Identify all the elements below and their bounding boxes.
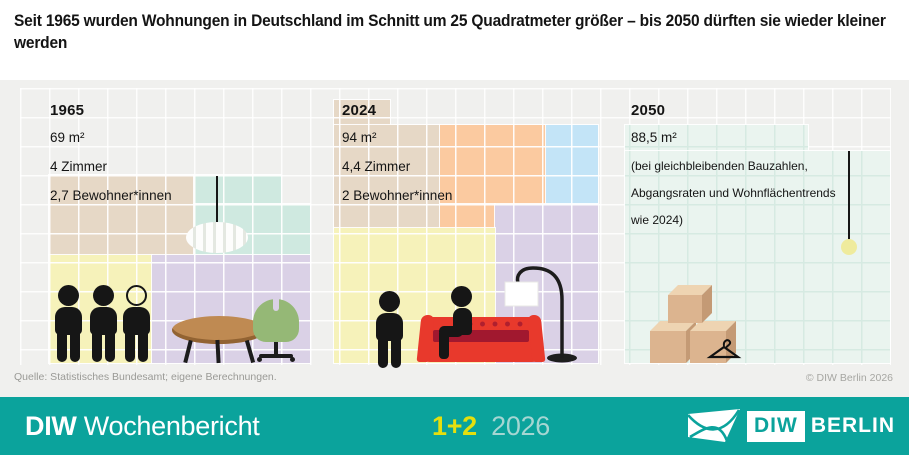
page-title: Seit 1965 wurden Wohnungen in Deutschlan… (14, 12, 886, 52)
room-2024-blue (545, 124, 599, 205)
person-sitting-icon (437, 286, 475, 361)
floor-lamp-icon (504, 266, 577, 363)
panel-2050-note-line1: (bei gleichbleibenden Bauzahlen, (631, 159, 808, 173)
person-icon (54, 285, 83, 362)
person-icon (89, 285, 118, 362)
panel-2050-note-line3: wie 2024) (631, 213, 684, 227)
panel-1965-rooms: 4 Zimmer (50, 159, 107, 174)
panel-1965-area: 69 m² (50, 130, 85, 145)
illustration-area: 1965 69 m² 4 Zimmer 2,7 Bewohner*innen 2… (0, 80, 909, 397)
armchair-icon (251, 298, 301, 362)
room-2024-tan (333, 124, 441, 229)
room-1965-mint-upper (193, 174, 282, 205)
publication-name: Wochenbericht (83, 410, 260, 441)
room-2050-mint-main (624, 150, 891, 364)
room-2024-orange (439, 124, 547, 205)
person-head (58, 285, 79, 306)
person-torso (376, 313, 403, 341)
source-note: Quelle: Statistisches Bundesamt; eigene … (14, 371, 277, 383)
header: Seit 1965 wurden Wohnungen in Deutschlan… (0, 0, 909, 80)
panel-1965-occupants: 2,7 Bewohner*innen (50, 188, 172, 203)
person-partial-icon (122, 285, 151, 362)
pendant-lamp-icon (186, 222, 248, 253)
panel-2024-year: 2024 (342, 102, 377, 119)
person-torso (90, 307, 117, 335)
issue-number: 1+2 2026 (432, 411, 550, 442)
drop-light-cord-icon (848, 151, 850, 241)
issue-no: 1+2 (432, 410, 477, 441)
person-icon (375, 291, 404, 368)
room-2050-mint-top (624, 124, 809, 152)
pendant-lamp-cord-icon (216, 176, 218, 224)
person-head (379, 291, 400, 312)
person-outlined-head (126, 285, 147, 306)
panel-2024-rooms: 4,4 Zimmer (342, 159, 411, 174)
diw-logo-mark-icon (687, 409, 741, 442)
panel-2024-area: 94 m² (342, 130, 377, 145)
floor-lamp-shade (504, 281, 539, 307)
coffee-table-icon (172, 316, 266, 364)
person-head (93, 285, 114, 306)
panel-2050-year: 2050 (631, 102, 666, 119)
panel-1965-year: 1965 (50, 102, 85, 119)
room-2024-orange-notch (439, 203, 496, 229)
box-bottom-left (650, 321, 696, 363)
panel-2024-occupants: 2 Bewohner*innen (342, 188, 453, 203)
issue-year: 2026 (491, 410, 550, 441)
room-1965-tan (48, 174, 195, 256)
publication-title: DIW Wochenbericht (25, 411, 260, 442)
clothes-hanger-icon (706, 339, 742, 359)
logo-diw-text: DIW (747, 410, 805, 442)
drop-light-bulb-icon (841, 239, 857, 255)
person-torso (123, 307, 150, 335)
copyright-note: © DIW Berlin 2026 (805, 372, 893, 384)
person-torso (55, 307, 82, 335)
sofa-buttons (467, 321, 529, 327)
footer-banner: DIW Wochenbericht 1+2 2026 DIW BERLIN (0, 397, 909, 455)
panel-2050-area: 88,5 m² (631, 130, 677, 145)
panel-2050-note-line2: Abgangsraten und Wohnflächentrends (631, 186, 836, 200)
diw-berlin-logo: DIW BERLIN (687, 408, 895, 444)
logo-berlin-text: BERLIN (810, 414, 895, 437)
room-2024-title-patch (333, 99, 391, 126)
moving-boxes-icon (650, 285, 742, 363)
coffee-table-top (172, 316, 266, 344)
box-top (668, 285, 712, 323)
brand-name: DIW (25, 410, 77, 441)
